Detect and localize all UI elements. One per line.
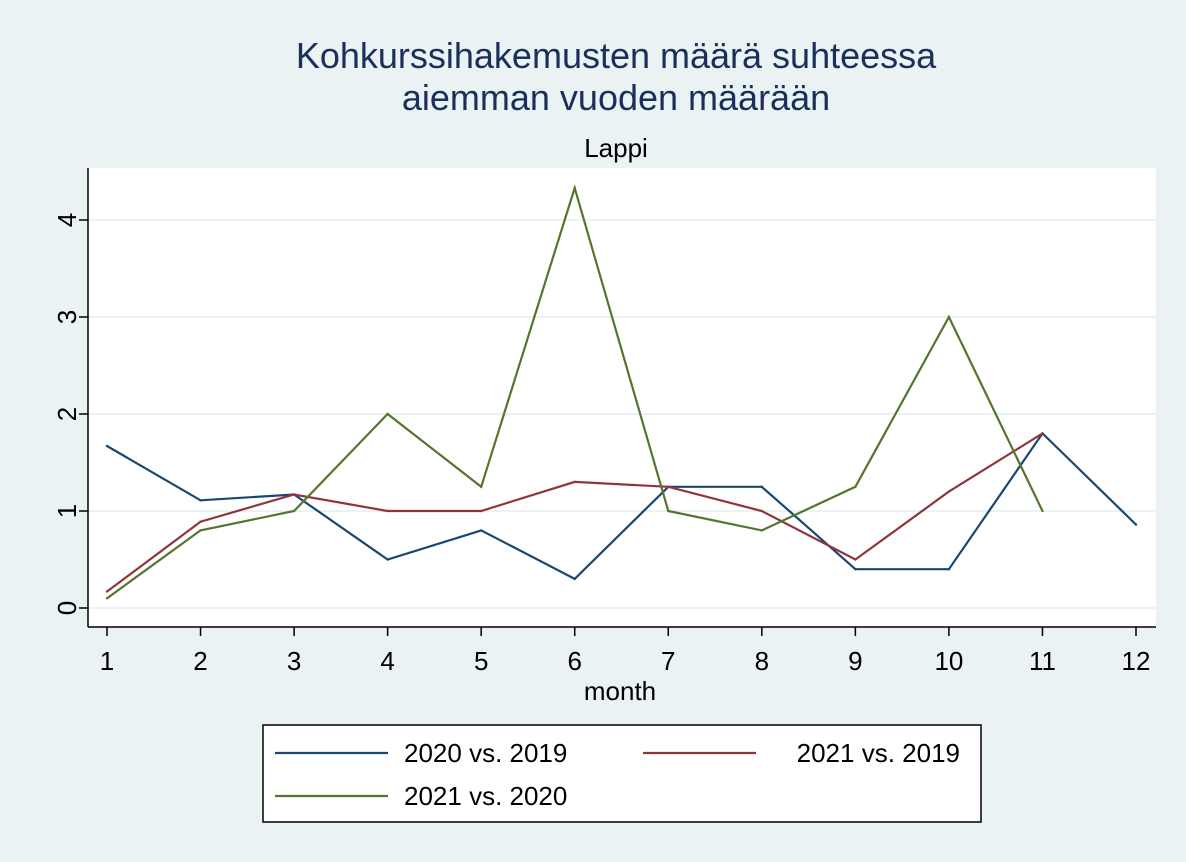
data-point-s2 <box>199 520 202 523</box>
data-point-s2 <box>386 509 389 513</box>
x-tick-label: 1 <box>100 646 114 676</box>
data-point-s2 <box>760 509 764 513</box>
legend-label-2: 2021 vs. 2019 <box>797 738 960 768</box>
grid-lines <box>88 219 1156 609</box>
x-tick-label: 11 <box>1029 646 1056 676</box>
chart-subtitle: Lappi <box>584 133 648 163</box>
data-point-s1 <box>760 485 764 488</box>
y-tick-label: 4 <box>52 213 82 227</box>
x-tick-label: 8 <box>755 646 769 676</box>
y-tick-label: 0 <box>52 601 82 615</box>
y-tick-label: 2 <box>52 407 82 421</box>
data-point-s2 <box>479 509 483 513</box>
data-point-s3 <box>479 485 483 488</box>
data-point-s2 <box>573 480 576 484</box>
data-point-s3 <box>105 597 109 600</box>
data-point-s3 <box>573 186 576 190</box>
x-tick-label: 6 <box>567 646 581 676</box>
data-point-s1 <box>479 529 483 532</box>
chart-title-line-1: Kohkurssihakemusten määrä suhteessa <box>296 35 937 76</box>
data-point-s1 <box>199 499 202 502</box>
data-point-s3 <box>760 529 764 532</box>
data-point-s1 <box>854 568 857 571</box>
x-tick-label: 5 <box>474 646 488 676</box>
x-tick-label: 7 <box>661 646 675 676</box>
data-point-s3 <box>1041 509 1044 513</box>
data-point-s2 <box>854 558 857 561</box>
legend-label-3: 2021 vs. 2020 <box>404 781 567 811</box>
x-tick-label: 12 <box>1122 646 1151 676</box>
y-tick-label: 1 <box>52 504 82 518</box>
data-point-s3 <box>386 412 389 416</box>
data-point-s1 <box>947 568 951 571</box>
data-point-s3 <box>292 509 296 513</box>
x-tick-label: 10 <box>934 646 963 676</box>
data-point-s2 <box>667 485 670 488</box>
legend-label-1: 2020 vs. 2019 <box>404 738 567 768</box>
data-point-s2 <box>1041 432 1044 435</box>
series-line-1 <box>106 431 1137 581</box>
data-point-s3 <box>199 529 202 532</box>
data-point-s2 <box>292 493 296 496</box>
data-point-s2 <box>105 590 109 593</box>
x-axis-title: month <box>584 676 656 706</box>
x-tick-label: 3 <box>287 646 301 676</box>
x-tick-label: 9 <box>848 646 862 676</box>
data-point-s3 <box>667 509 670 513</box>
data-point-s3 <box>947 315 951 319</box>
x-tick-label: 4 <box>380 646 394 676</box>
legend-box <box>262 724 982 823</box>
data-point-s2 <box>947 490 951 493</box>
series-lines <box>105 184 1138 600</box>
data-point-s1 <box>386 558 389 561</box>
data-point-s3 <box>854 485 857 488</box>
plot-area <box>88 168 1156 627</box>
y-tick-label: 3 <box>52 310 82 324</box>
data-point-s1 <box>1134 523 1138 526</box>
legend: 2020 vs. 2019 2021 vs. 2019 2021 vs. 2020 <box>262 724 982 823</box>
chart-title-line-2: aiemman vuoden määrään <box>402 77 830 118</box>
x-tick-label: 2 <box>193 646 207 676</box>
data-point-s1 <box>573 577 576 581</box>
data-point-s1 <box>105 444 109 448</box>
